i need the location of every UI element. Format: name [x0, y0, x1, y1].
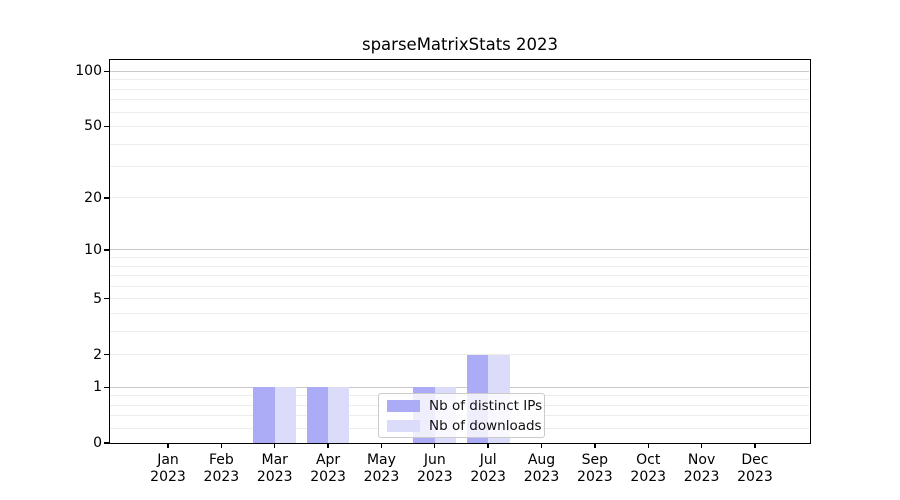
y-tick-label: 0: [93, 435, 102, 451]
major-gridline: [110, 386, 809, 388]
minor-gridline: [110, 312, 809, 314]
x-tick-label: Oct 2023: [616, 452, 680, 485]
x-tick-month: Jun: [423, 452, 446, 468]
minor-gridline: [110, 166, 809, 168]
x-tick-mark: [647, 443, 649, 448]
x-tick-year: 2023: [630, 468, 667, 485]
minor-gridline: [110, 143, 809, 145]
x-tick-mark: [700, 443, 703, 448]
minor-gridline: [110, 285, 809, 287]
bar-distinct-ips: [253, 387, 275, 443]
x-tick-label: Jun 2023: [403, 452, 467, 485]
y-tick-label: 20: [84, 189, 102, 206]
x-tick-label: Apr 2023: [296, 452, 360, 485]
minor-gridline: [110, 265, 809, 267]
x-tick-mark: [274, 443, 276, 448]
x-tick-label: Aug 2023: [510, 452, 574, 485]
y-tick-mark: [104, 70, 109, 73]
x-tick-year: 2023: [577, 468, 613, 485]
x-tick-mark: [220, 443, 223, 448]
x-tick-month: Nov: [687, 452, 716, 468]
y-tick-label: 1: [93, 379, 102, 396]
bar-distinct-ips: [306, 387, 329, 443]
minor-gridline: [110, 330, 809, 332]
minor-gridline: [110, 298, 809, 300]
x-tick-month: Aug: [527, 452, 556, 468]
x-tick-mark: [167, 443, 169, 448]
x-tick-year: 2023: [150, 468, 186, 485]
x-tick-month: Jan: [157, 452, 179, 468]
x-tick-year: 2023: [203, 468, 240, 485]
minor-gridline: [110, 125, 809, 127]
minor-gridline: [110, 99, 809, 101]
y-tick-mark: [104, 197, 109, 199]
x-tick-mark: [327, 443, 329, 448]
bar-downloads: [328, 387, 350, 443]
x-tick-year: 2023: [416, 468, 453, 485]
y-tick-mark: [104, 298, 109, 300]
y-tick-mark: [104, 249, 109, 251]
bar-downloads: [274, 387, 297, 443]
y-tick-label: 2: [93, 346, 102, 363]
y-tick-label: 100: [75, 63, 102, 80]
legend: Nb of distinct IPs Nb of downloads: [378, 393, 545, 438]
major-gridline: [110, 249, 809, 251]
x-tick-year: 2023: [683, 468, 720, 485]
x-tick-mark: [540, 443, 543, 448]
y-tick-label: 10: [84, 241, 102, 258]
x-tick-year: 2023: [470, 468, 506, 485]
x-tick-year: 2023: [256, 468, 293, 485]
minor-gridline: [110, 354, 809, 356]
x-tick-label: Nov 2023: [670, 452, 734, 485]
legend-label-distinct-ips: Nb of distinct IPs: [429, 397, 543, 414]
x-tick-month: Apr: [315, 452, 341, 468]
legend-swatch-distinct-ips: [387, 399, 420, 412]
x-tick-mark: [434, 443, 436, 448]
x-tick-month: Mar: [261, 452, 288, 468]
x-tick-mark: [380, 443, 383, 448]
x-tick-year: 2023: [737, 468, 773, 485]
minor-gridline: [110, 257, 809, 259]
x-tick-month: Oct: [636, 452, 661, 468]
minor-gridline: [110, 275, 809, 277]
legend-item-distinct-ips: Nb of distinct IPs: [387, 398, 542, 414]
x-tick-mark: [487, 443, 489, 448]
legend-swatch-downloads: [387, 419, 420, 432]
x-tick-label: Sep 2023: [563, 452, 627, 485]
x-tick-month: Feb: [208, 452, 234, 468]
major-gridline: [110, 70, 809, 72]
chart-title: sparseMatrixStats 2023: [361, 35, 559, 54]
x-tick-label: Jan 2023: [136, 452, 200, 485]
x-tick-label: May 2023: [349, 452, 413, 485]
legend-item-downloads: Nb of downloads: [387, 418, 542, 434]
x-tick-month: Dec: [741, 452, 769, 468]
y-tick-label: 50: [84, 118, 102, 135]
legend-label-downloads: Nb of downloads: [429, 417, 542, 434]
x-tick-mark: [754, 443, 756, 448]
x-tick-month: Jul: [479, 452, 497, 468]
x-tick-month: Sep: [581, 452, 609, 468]
y-tick-mark: [104, 442, 109, 444]
y-tick-mark: [104, 353, 109, 356]
x-tick-label: Jul 2023: [456, 452, 520, 485]
x-tick-label: Mar 2023: [243, 452, 307, 485]
x-tick-month: May: [366, 452, 396, 468]
minor-gridline: [110, 111, 809, 113]
y-tick-mark: [104, 386, 109, 388]
x-tick-label: Feb 2023: [189, 452, 253, 485]
x-tick-label: Dec 2023: [723, 452, 787, 485]
minor-gridline: [110, 88, 809, 90]
y-tick-mark: [104, 125, 109, 128]
minor-gridline: [110, 197, 809, 199]
minor-gridline: [110, 79, 809, 81]
x-tick-mark: [594, 443, 596, 448]
y-tick-label: 5: [93, 290, 102, 307]
x-tick-year: 2023: [310, 468, 346, 485]
x-tick-year: 2023: [523, 468, 560, 485]
x-tick-year: 2023: [363, 468, 400, 485]
